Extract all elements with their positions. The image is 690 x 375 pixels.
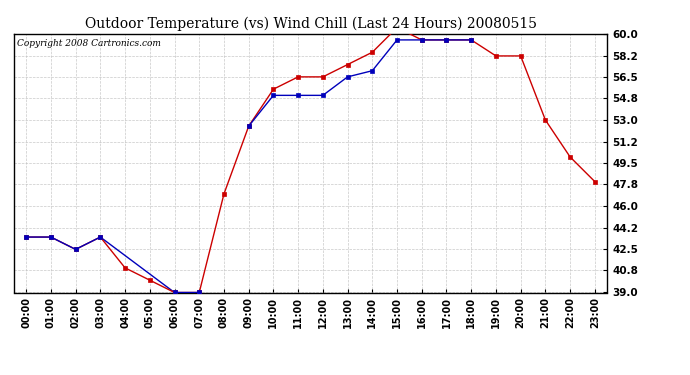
Title: Outdoor Temperature (vs) Wind Chill (Last 24 Hours) 20080515: Outdoor Temperature (vs) Wind Chill (Las…: [84, 17, 537, 31]
Text: Copyright 2008 Cartronics.com: Copyright 2008 Cartronics.com: [17, 39, 161, 48]
